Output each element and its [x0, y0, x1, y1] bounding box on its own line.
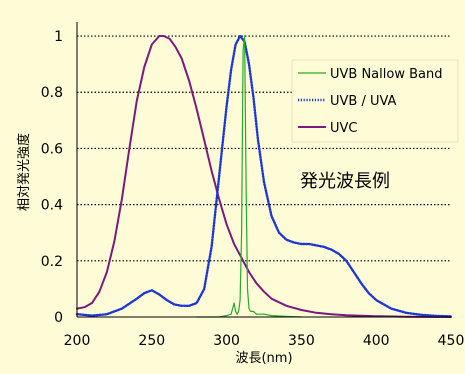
x-tick-label: 300: [213, 333, 240, 349]
y-tick-label: 0.8: [41, 85, 63, 101]
axes: [76, 22, 451, 318]
series-line-0: [196, 35, 302, 318]
y-tick-label: 0.4: [41, 198, 63, 214]
x-axis-title: 波長(nm): [235, 351, 292, 366]
y-tick-label: 0.2: [41, 254, 63, 270]
series-line-1: [75, 34, 453, 318]
y-tick-label: 0.6: [41, 141, 63, 157]
y-axis-title: 相対発光強度: [16, 133, 32, 211]
legend-label: UVB Nallow Band: [330, 67, 442, 82]
x-tick-label: 350: [288, 333, 315, 349]
x-tick-label: 450: [438, 333, 465, 349]
legend: UVB Nallow Band UVB / UVA UVC: [291, 59, 459, 143]
x-tick-label: 250: [138, 333, 165, 349]
series-lines: [75, 34, 453, 318]
x-tick-label: 200: [64, 333, 91, 349]
legend-label: UVB / UVA: [330, 94, 397, 109]
legend-box: [291, 59, 459, 143]
series-line-2: [76, 35, 452, 318]
y-tick-label: 1: [54, 29, 63, 45]
annotation-text: 発光波長例: [300, 171, 390, 192]
y-tick-label: 0: [54, 310, 63, 326]
tick-labels: 0 0.2 0.4 0.6 0.8 1 200 250 300 350 400 450: [41, 29, 465, 349]
legend-label: UVC: [330, 121, 358, 136]
x-tick-label: 400: [363, 333, 390, 349]
